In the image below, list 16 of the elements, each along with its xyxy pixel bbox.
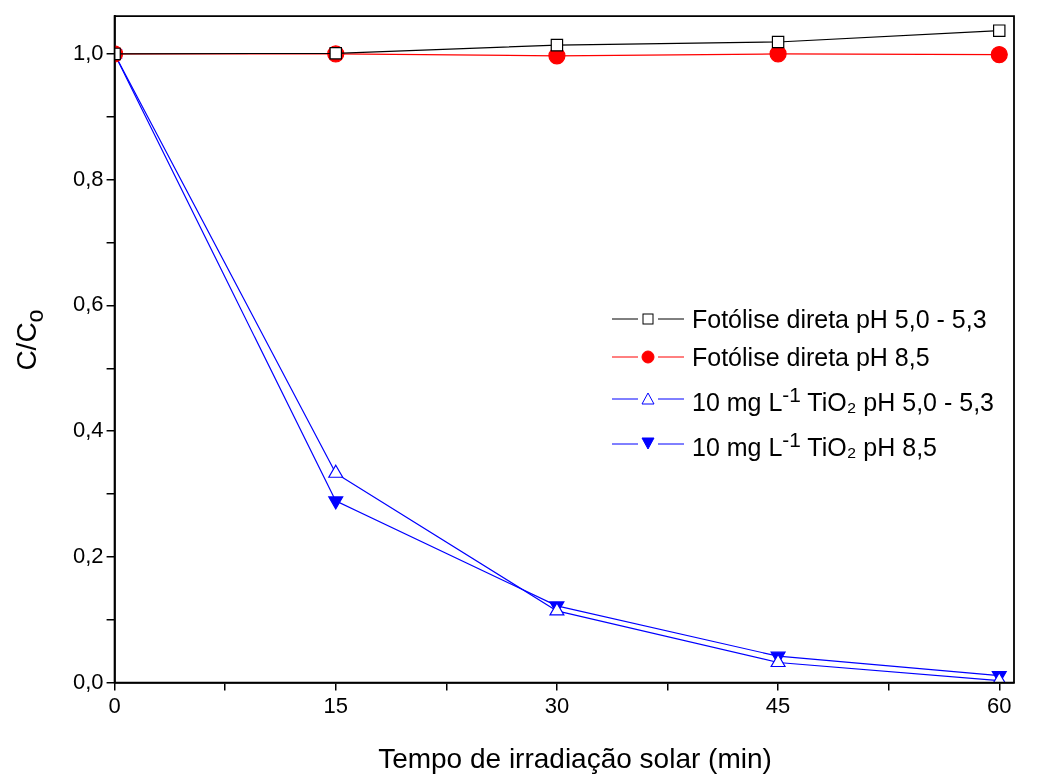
x-tick-label: 0 — [108, 692, 121, 718]
x-tick-label: 60 — [987, 692, 1012, 718]
x-tick-label: 45 — [765, 692, 791, 718]
x-tick-label: 15 — [323, 692, 348, 718]
y-tick-label: 0,8 — [72, 165, 104, 191]
y-tick-label: 0,4 — [72, 417, 104, 443]
y-tick-label: 0,6 — [72, 291, 104, 317]
y-tick-label: 0,0 — [72, 668, 104, 694]
legend-label: Fotólise direta pH 5,0 - 5,3 — [692, 304, 987, 335]
legend-label: 10 mg L$^{-1}$ TiO₂ pH 8,5 — [692, 427, 938, 464]
x-tick-label: 30 — [544, 692, 570, 718]
legend-label: 10 mg L$^{-1}$ TiO₂ pH 5,0 - 5,3 — [692, 382, 994, 419]
legend-label: Fotólise direta pH 8,5 — [692, 342, 930, 373]
y-tick-label: 0,2 — [72, 542, 104, 568]
x-axis-title: Tempo de irradiação solar (min) — [377, 743, 773, 775]
y-tick-label: 1,0 — [72, 39, 104, 65]
